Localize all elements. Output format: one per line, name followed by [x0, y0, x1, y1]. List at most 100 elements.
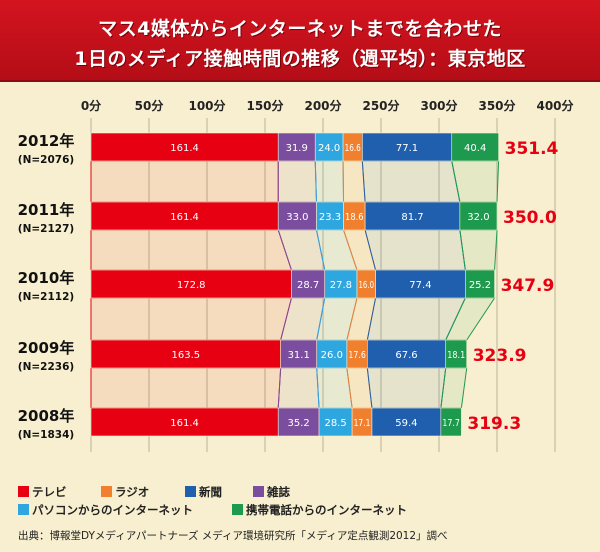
total-label: 351.4 — [505, 139, 559, 159]
stacked-bar-chart: 0分 50分 100分 150分 200分 250分 300分 350分 400分 161.4 31… — [18, 98, 574, 452]
total-label: 350.0 — [503, 208, 557, 228]
data-label: 172.8 — [177, 280, 206, 291]
data-label: 161.4 — [170, 143, 199, 154]
connector-band — [364, 229, 466, 271]
category-year-label: 2010年 — [18, 269, 75, 287]
legend-label: パソコンからのインターネット — [32, 503, 193, 517]
data-label: 35.2 — [288, 418, 310, 429]
x-tick-label: 300分 — [420, 98, 457, 113]
connector-band — [277, 160, 318, 203]
x-tick-label: 150分 — [246, 98, 283, 113]
data-label: 33.0 — [286, 212, 308, 223]
bar-segment — [277, 132, 316, 162]
data-label: 27.8 — [330, 280, 352, 291]
connector-band — [277, 367, 320, 409]
data-label: 25.2 — [469, 280, 491, 291]
legend-item-tv: テレビ — [18, 484, 67, 500]
category-n-label: (N=1834) — [18, 429, 74, 441]
data-label: 18.1 — [447, 350, 465, 361]
bar-segment — [364, 201, 461, 231]
data-label: 81.7 — [401, 212, 423, 223]
data-label: 28.5 — [324, 418, 346, 429]
category-year-label: 2008年 — [18, 407, 75, 425]
source-note: 出典：博報堂DYメディアパートナーズ メディア環境研究所「メディア定点観測201… — [18, 530, 448, 542]
data-label: 59.4 — [395, 418, 417, 429]
category-n-label: (N=2127) — [18, 223, 74, 235]
data-label: 26.0 — [321, 350, 343, 361]
legend-swatch — [232, 504, 243, 515]
legend-item-magazine: 雑誌 — [253, 484, 290, 500]
x-tick-label: 100分 — [188, 98, 225, 113]
connector-band — [90, 367, 282, 409]
legend-item-newspaper: 新聞 — [185, 484, 222, 500]
category-n-label: (N=2076) — [18, 154, 74, 166]
data-label: 24.0 — [318, 143, 340, 154]
bar-segment — [445, 339, 468, 369]
bar-segment — [451, 132, 499, 162]
data-label: 77.1 — [396, 143, 418, 154]
legend-swatch — [253, 486, 264, 497]
legend-swatch — [18, 504, 29, 515]
x-tick-label: 50分 — [135, 98, 164, 113]
connector-band — [90, 297, 293, 341]
total-label: 347.9 — [501, 276, 555, 296]
bar-segment — [440, 407, 462, 437]
data-label: 17.7 — [442, 418, 460, 429]
connector-band — [342, 160, 366, 203]
legend-item-pc-internet: パソコンからのインターネット — [18, 502, 193, 518]
bar-segment — [90, 132, 279, 162]
category-year-label: 2012年 — [18, 132, 75, 150]
total-label: 319.3 — [467, 414, 521, 434]
bar-segment — [362, 132, 453, 162]
legend-label: ラジオ — [115, 485, 150, 499]
legend-item-radio: ラジオ — [101, 484, 149, 500]
data-label: 16.0 — [358, 280, 374, 291]
connector-band — [451, 160, 500, 203]
x-tick-label: 350分 — [478, 98, 515, 113]
x-tick-label: 250分 — [362, 98, 399, 113]
legend-swatch — [101, 486, 112, 497]
bar-segment — [90, 269, 292, 299]
data-label: 23.3 — [319, 212, 341, 223]
data-label: 17.1 — [354, 418, 371, 429]
data-label: 17.6 — [348, 350, 365, 361]
data-label: 163.5 — [172, 350, 201, 361]
connector-band — [90, 229, 293, 271]
data-label: 67.6 — [395, 350, 417, 361]
category-year-label: 2011年 — [18, 201, 75, 219]
category-n-label: (N=2112) — [18, 291, 74, 303]
category-n-label: (N=2236) — [18, 361, 74, 373]
bar-segment — [90, 339, 281, 369]
category-year-label: 2009年 — [18, 339, 75, 357]
connector-band — [361, 160, 461, 203]
bar-segment — [318, 407, 353, 437]
bar-segment — [459, 201, 498, 231]
connector-band — [90, 160, 279, 203]
legend-label: テレビ — [32, 485, 67, 499]
bar-segment — [316, 339, 348, 369]
connector-band — [316, 367, 353, 409]
chart-title-line1: マス4媒体からインターネットまでを合わせた — [98, 18, 502, 40]
bar-segment — [277, 407, 320, 437]
connector-band — [314, 160, 345, 203]
data-label: 161.4 — [170, 212, 199, 223]
total-label: 323.9 — [473, 346, 527, 366]
data-label: 31.1 — [288, 350, 310, 361]
data-label: 161.4 — [170, 418, 199, 429]
bar-segment — [465, 269, 495, 299]
data-label: 16.6 — [345, 143, 361, 154]
data-label: 32.0 — [467, 212, 489, 223]
chart-title-line2: 1日のメディア接触時間の推移（週平均）：東京地区 — [74, 48, 526, 70]
legend-swatch — [18, 486, 29, 497]
legend-label: 雑誌 — [267, 485, 290, 499]
x-tick-label: 200分 — [304, 98, 341, 113]
legend-label: 携帯電話からのインターネット — [246, 503, 407, 517]
title-banner: マス4媒体からインターネットまでを合わせた 1日のメディア接触時間の推移（週平均… — [0, 0, 600, 82]
x-tick-label: 400分 — [536, 98, 573, 113]
legend-label: 新聞 — [199, 485, 222, 499]
legend-item-mobile-internet: 携帯電話からのインターネット — [232, 502, 407, 518]
legend-swatch — [185, 486, 196, 497]
data-label: 77.4 — [409, 280, 431, 291]
data-label: 31.9 — [286, 143, 308, 154]
bar-segment — [324, 269, 358, 299]
